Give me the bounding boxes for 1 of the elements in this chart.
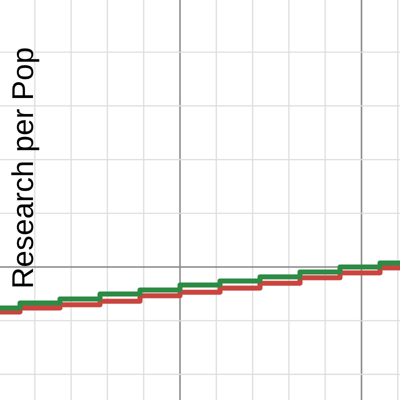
- y-axis-title: Research per Pop: [7, 47, 40, 289]
